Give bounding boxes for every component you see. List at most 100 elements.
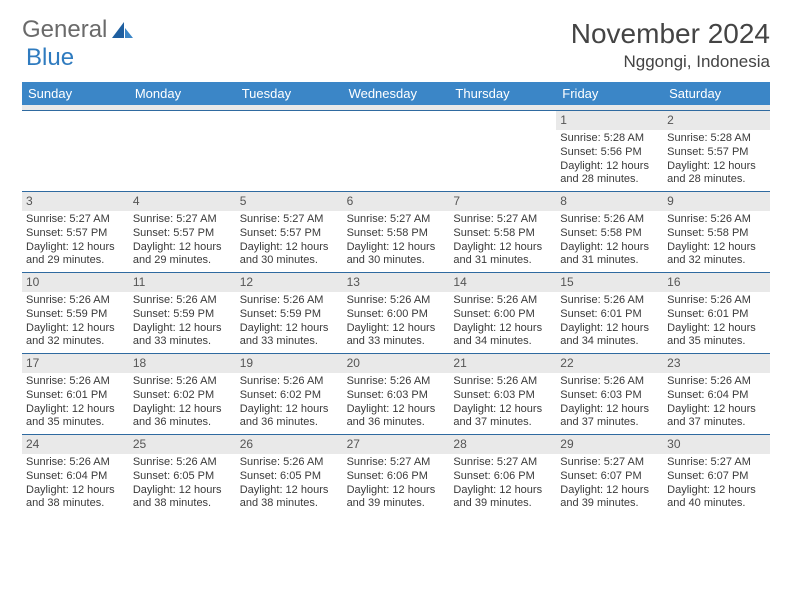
sunset-text: Sunset: 6:00 PM bbox=[347, 308, 446, 322]
weekday-header: Sunday bbox=[22, 82, 129, 105]
sunrise-text: Sunrise: 5:26 AM bbox=[240, 456, 339, 470]
calendar-week: 24Sunrise: 5:26 AMSunset: 6:04 PMDayligh… bbox=[22, 435, 770, 515]
daylight-line1: Daylight: 12 hours bbox=[347, 484, 446, 498]
sunset-text: Sunset: 5:57 PM bbox=[133, 227, 232, 241]
daylight-line1: Daylight: 12 hours bbox=[560, 403, 659, 417]
daylight-line2: and 35 minutes. bbox=[26, 416, 125, 430]
daylight-line2: and 34 minutes. bbox=[453, 335, 552, 349]
daylight-line1: Daylight: 12 hours bbox=[240, 322, 339, 336]
daylight-line1: Daylight: 12 hours bbox=[453, 322, 552, 336]
daylight-line2: and 33 minutes. bbox=[347, 335, 446, 349]
sunset-text: Sunset: 6:03 PM bbox=[560, 389, 659, 403]
calendar-week: 3 Sunrise: 5:27 AM Sunset: 5:57 PM Daylight… bbox=[22, 192, 770, 273]
daylight-line1: Daylight: 12 hours bbox=[667, 484, 766, 498]
sunset-text: Sunset: 5:59 PM bbox=[133, 308, 232, 322]
day-number: 28 bbox=[449, 435, 556, 454]
daylight-line2: and 36 minutes. bbox=[240, 416, 339, 430]
daylight-line2: and 31 minutes. bbox=[560, 254, 659, 268]
sail-icon bbox=[111, 21, 133, 39]
calendar-day: 15Sunrise: 5:26 AMSunset: 6:01 PMDayligh… bbox=[556, 273, 663, 353]
day-number: 26 bbox=[236, 435, 343, 454]
weekday-header: Monday bbox=[129, 82, 236, 105]
sunrise-text: Sunrise: 5:26 AM bbox=[667, 375, 766, 389]
daylight-line2: and 35 minutes. bbox=[667, 335, 766, 349]
daylight-line1: Daylight: 12 hours bbox=[667, 403, 766, 417]
sunset-text: Sunset: 6:04 PM bbox=[667, 389, 766, 403]
daylight-line2: and 34 minutes. bbox=[560, 335, 659, 349]
day-number: 8 bbox=[556, 192, 663, 211]
calendar-day: 9Sunrise: 5:26 AMSunset: 5:58 PMDaylight… bbox=[663, 192, 770, 272]
day-number: 5 bbox=[236, 192, 343, 211]
sunset-text: Sunset: 5:59 PM bbox=[240, 308, 339, 322]
sunset-text: Sunset: 6:01 PM bbox=[26, 389, 125, 403]
day-number: 13 bbox=[343, 273, 450, 292]
day-number: 4 bbox=[129, 192, 236, 211]
day-number: 11 bbox=[129, 273, 236, 292]
weekday-header: Saturday bbox=[663, 82, 770, 105]
weekday-header: Friday bbox=[556, 82, 663, 105]
daylight-line1: Daylight: 12 hours bbox=[667, 160, 766, 174]
day-number: 25 bbox=[129, 435, 236, 454]
calendar-day: 11 Sunrise: 5:26 AMSunset: 5:59 PMDayligh… bbox=[129, 273, 236, 353]
daylight-line2: and 39 minutes. bbox=[453, 497, 552, 511]
daylight-line1: Daylight: 12 hours bbox=[347, 322, 446, 336]
day-number: 21 bbox=[449, 354, 556, 373]
sunrise-text: Sunrise: 5:27 AM bbox=[26, 213, 125, 227]
day-number: 29 bbox=[556, 435, 663, 454]
calendar-day bbox=[22, 111, 129, 191]
sunrise-text: Sunrise: 5:26 AM bbox=[26, 294, 125, 308]
sunset-text: Sunset: 6:05 PM bbox=[133, 470, 232, 484]
daylight-line2: and 37 minutes. bbox=[560, 416, 659, 430]
sunset-text: Sunset: 6:04 PM bbox=[26, 470, 125, 484]
calendar-day: 17Sunrise: 5:26 AMSunset: 6:01 PMDayligh… bbox=[22, 354, 129, 434]
day-number: 3 bbox=[22, 192, 129, 211]
daylight-line2: and 32 minutes. bbox=[667, 254, 766, 268]
calendar-page: General November 2024 Nggongi, Indonesia… bbox=[0, 0, 792, 533]
daylight-line2: and 28 minutes. bbox=[560, 173, 659, 187]
day-number: 22 bbox=[556, 354, 663, 373]
daylight-line2: and 39 minutes. bbox=[560, 497, 659, 511]
day-number: 10 bbox=[22, 273, 129, 292]
daylight-line1: Daylight: 12 hours bbox=[133, 322, 232, 336]
calendar-day: 27Sunrise: 5:27 AMSunset: 6:06 PMDayligh… bbox=[343, 435, 450, 515]
sunrise-text: Sunrise: 5:26 AM bbox=[560, 294, 659, 308]
calendar-day: 22 Sunrise: 5:26 AMSunset: 6:03 PMDayligh… bbox=[556, 354, 663, 434]
daylight-line2: and 33 minutes. bbox=[240, 335, 339, 349]
calendar-day: 7Sunrise: 5:27 AMSunset: 5:58 PMDaylight… bbox=[449, 192, 556, 272]
day-number: 14 bbox=[449, 273, 556, 292]
daylight-line2: and 32 minutes. bbox=[26, 335, 125, 349]
daylight-line1: Daylight: 12 hours bbox=[453, 403, 552, 417]
sunrise-text: Sunrise: 5:26 AM bbox=[26, 375, 125, 389]
calendar-day: 1Sunrise: 5:28 AMSunset: 5:56 PMDaylight… bbox=[556, 111, 663, 191]
daylight-line2: and 36 minutes. bbox=[133, 416, 232, 430]
sunrise-text: Sunrise: 5:26 AM bbox=[133, 294, 232, 308]
sunset-text: Sunset: 6:07 PM bbox=[667, 470, 766, 484]
sunset-text: Sunset: 5:57 PM bbox=[240, 227, 339, 241]
weekday-header: Thursday bbox=[449, 82, 556, 105]
calendar-day: 24Sunrise: 5:26 AMSunset: 6:04 PMDayligh… bbox=[22, 435, 129, 515]
daylight-line2: and 30 minutes. bbox=[240, 254, 339, 268]
daylight-line2: and 31 minutes. bbox=[453, 254, 552, 268]
daylight-line1: Daylight: 12 hours bbox=[453, 484, 552, 498]
sunrise-text: Sunrise: 5:26 AM bbox=[560, 375, 659, 389]
calendar-day: 28Sunrise: 5:27 AMSunset: 6:06 PMDayligh… bbox=[449, 435, 556, 515]
calendar-day bbox=[343, 111, 450, 191]
sunrise-text: Sunrise: 5:26 AM bbox=[26, 456, 125, 470]
sunrise-text: Sunrise: 5:27 AM bbox=[453, 213, 552, 227]
sunrise-text: Sunrise: 5:28 AM bbox=[560, 132, 659, 146]
daylight-line1: Daylight: 12 hours bbox=[453, 241, 552, 255]
daylight-line2: and 28 minutes. bbox=[667, 173, 766, 187]
sunrise-text: Sunrise: 5:27 AM bbox=[560, 456, 659, 470]
sunset-text: Sunset: 5:58 PM bbox=[347, 227, 446, 241]
day-number: 20 bbox=[343, 354, 450, 373]
sunrise-text: Sunrise: 5:26 AM bbox=[453, 294, 552, 308]
sunset-text: Sunset: 6:00 PM bbox=[453, 308, 552, 322]
calendar-day: 23Sunrise: 5:26 AMSunset: 6:04 PMDayligh… bbox=[663, 354, 770, 434]
day-number: 15 bbox=[556, 273, 663, 292]
sunset-text: Sunset: 5:58 PM bbox=[453, 227, 552, 241]
weekday-header: Wednesday bbox=[343, 82, 450, 105]
sunrise-text: Sunrise: 5:26 AM bbox=[667, 294, 766, 308]
calendar-day bbox=[449, 111, 556, 191]
calendar-day: 30Sunrise: 5:27 AMSunset: 6:07 PMDayligh… bbox=[663, 435, 770, 515]
title-block: November 2024 Nggongi, Indonesia bbox=[571, 18, 770, 72]
